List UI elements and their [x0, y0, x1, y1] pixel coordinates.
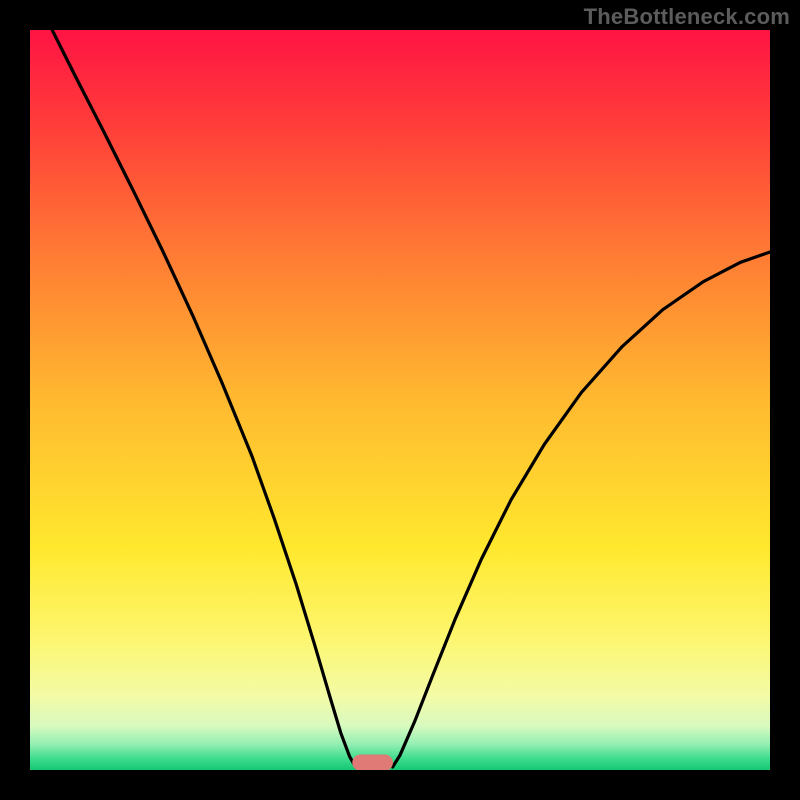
chart-container: TheBottleneck.com: [0, 0, 800, 800]
gradient-background: [30, 30, 770, 770]
chart-svg: [30, 30, 770, 770]
bottleneck-marker: [352, 754, 393, 770]
plot-area: [30, 30, 770, 770]
watermark-text: TheBottleneck.com: [584, 4, 790, 30]
